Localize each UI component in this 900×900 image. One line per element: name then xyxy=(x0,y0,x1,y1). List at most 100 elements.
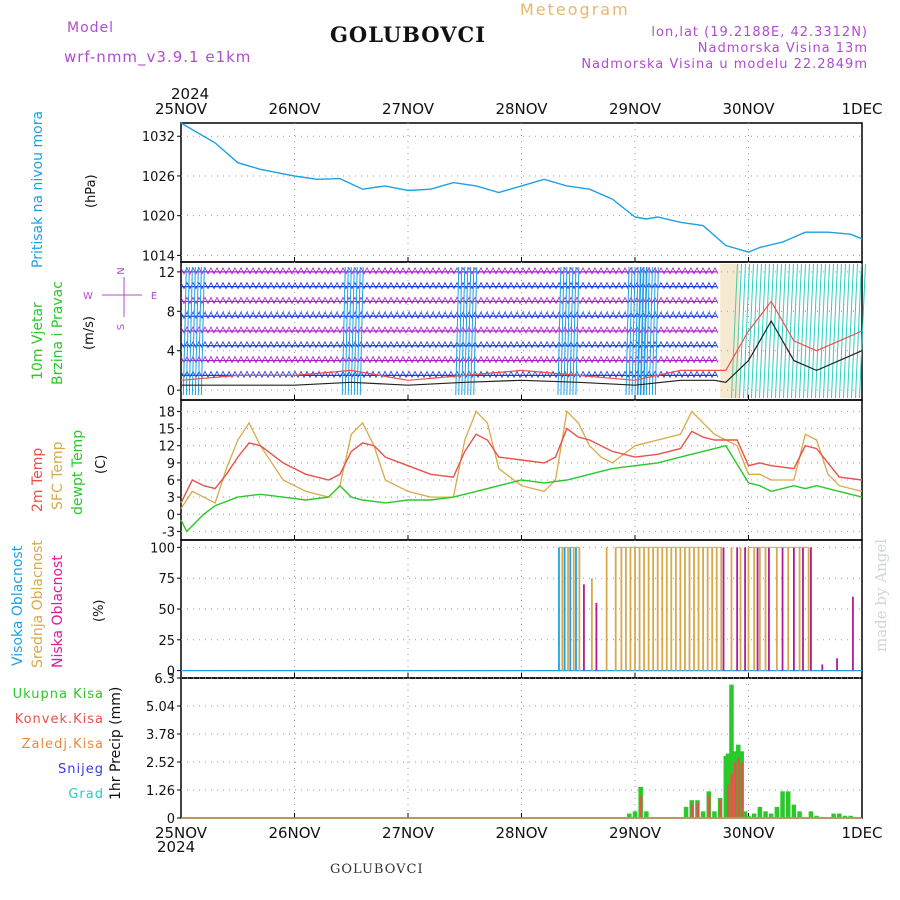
wind-burst xyxy=(639,266,644,396)
wind-storm-barb xyxy=(794,263,802,399)
x-label-bottom: 28NOV xyxy=(495,824,548,842)
precip-total-bar xyxy=(831,813,836,818)
wind-burst xyxy=(200,266,205,396)
wind-storm-barb xyxy=(814,263,822,399)
cloud-panel-tick-label: 75 xyxy=(158,572,175,587)
x-label-top: 26NOV xyxy=(268,100,321,118)
precip-total-bar xyxy=(780,791,785,818)
precip-total-bar xyxy=(723,755,729,818)
precip-total-bar xyxy=(751,813,757,818)
wind-burst xyxy=(455,266,460,396)
wind-storm-barb xyxy=(734,263,742,399)
wind-storm-barb xyxy=(790,263,798,399)
x-label-bottom: 30NOV xyxy=(722,824,775,842)
wind-storm-barb xyxy=(782,263,790,399)
precip-total-bar xyxy=(683,806,689,818)
cloud-panel-tick-label: 100 xyxy=(150,541,175,556)
x-label-bottom: 25NOV xyxy=(155,824,208,842)
compass-w: W xyxy=(83,291,93,302)
cloud-panel-tick-label: 25 xyxy=(158,634,175,649)
legend-snow: Snijeg xyxy=(58,762,104,777)
wind-storm-barb xyxy=(834,263,842,399)
wind-storm-barb xyxy=(810,263,818,399)
precip-panel-tick-label: 2.52 xyxy=(146,756,175,771)
wind-barb-ticks xyxy=(180,355,719,364)
wind-storm-barb xyxy=(830,263,838,399)
wind-storm-barb xyxy=(750,263,758,399)
wind-burst xyxy=(197,266,202,396)
wind-burst xyxy=(625,266,630,396)
precip-convective-bar xyxy=(740,762,744,818)
wind-burst xyxy=(341,266,346,396)
wind-burst xyxy=(654,266,659,396)
wind-storm-barb xyxy=(822,263,830,399)
station-title: GOLUBOVCI xyxy=(330,22,487,47)
precip-total-bar xyxy=(842,815,848,818)
wind-storm-barb xyxy=(738,263,746,399)
wind-burst xyxy=(643,266,648,396)
wind-burst xyxy=(194,266,199,396)
wind-storm-band xyxy=(720,263,740,399)
wind-storm-barb xyxy=(842,263,850,399)
wind-burst xyxy=(353,266,358,396)
wind-storm-barb xyxy=(778,263,786,399)
precip-total-bar xyxy=(627,813,632,818)
precip-total-bar xyxy=(808,811,814,818)
wind-burst xyxy=(636,266,641,396)
wind-storm-barb xyxy=(854,263,862,399)
wind-burst xyxy=(648,266,653,396)
wind-burst xyxy=(634,266,639,396)
legend-convective-rain: Konvek.Kisa xyxy=(14,712,104,727)
wind-burst xyxy=(461,266,466,396)
temp-panel-tick-label: 12 xyxy=(158,440,175,455)
wind-storm-barb xyxy=(758,263,766,399)
wind-storm-barb xyxy=(858,263,866,399)
wind-storm-barb xyxy=(766,263,774,399)
year-bottom: 2024 xyxy=(157,838,196,856)
pressure-panel-frame xyxy=(180,122,863,263)
wind-barb-ticks xyxy=(180,370,719,379)
wind-panel-tick-label: 8 xyxy=(167,305,175,320)
temp-panel-tick-label: 15 xyxy=(158,423,175,438)
wind-burst xyxy=(191,266,196,396)
compass-e: E xyxy=(151,291,157,302)
temp-sfc-line xyxy=(180,410,863,509)
wind-barb-ticks xyxy=(180,340,719,349)
x-label-bottom: 29NOV xyxy=(609,824,662,842)
compass-s: S xyxy=(116,324,127,330)
precip-convective-bar xyxy=(727,784,730,818)
temp-panel-tick-label: 6 xyxy=(167,474,175,489)
model-elevation-label: Nadmorska Visina u modelu 22.2849m xyxy=(581,57,868,72)
wind-storm-barb xyxy=(850,263,858,399)
temp-panel-frame xyxy=(180,399,863,541)
precip-total-bar xyxy=(774,806,780,818)
precip-panel-tick-label: 1.26 xyxy=(146,784,175,799)
wind-burst xyxy=(464,266,469,396)
wind-storm-barb xyxy=(818,263,826,399)
lonlat-label: lon,lat (19.2188E, 42.3312N) xyxy=(651,25,868,40)
legend-hail: Grad xyxy=(68,787,104,802)
wind-storm-barb xyxy=(762,263,770,399)
wind-storm-barb xyxy=(754,263,762,399)
wind-burst xyxy=(458,266,463,396)
precip-convective-bar xyxy=(707,795,711,818)
wind-burst xyxy=(569,266,574,396)
x-label-top: 25NOV xyxy=(155,100,208,118)
wind-storm-barb xyxy=(838,263,846,399)
precip-total-bar xyxy=(814,815,819,818)
precip-total-bar xyxy=(763,811,768,818)
precip-total-bar xyxy=(791,804,797,818)
wind-storm-barb xyxy=(774,263,782,399)
precip-total-bar xyxy=(746,815,751,818)
wind-burst xyxy=(467,266,472,396)
wind-burst xyxy=(572,266,577,396)
wind-panel-tick-label: 0 xyxy=(167,384,175,399)
x-label-top: 27NOV xyxy=(382,100,435,118)
pressure-panel-tick-label: 1014 xyxy=(142,249,175,264)
wind-burst xyxy=(359,266,364,396)
pressure-line xyxy=(180,122,863,253)
wind-burst xyxy=(566,266,571,396)
temp-panel-tick-label: 3 xyxy=(167,491,175,506)
wind-burst xyxy=(185,266,190,396)
